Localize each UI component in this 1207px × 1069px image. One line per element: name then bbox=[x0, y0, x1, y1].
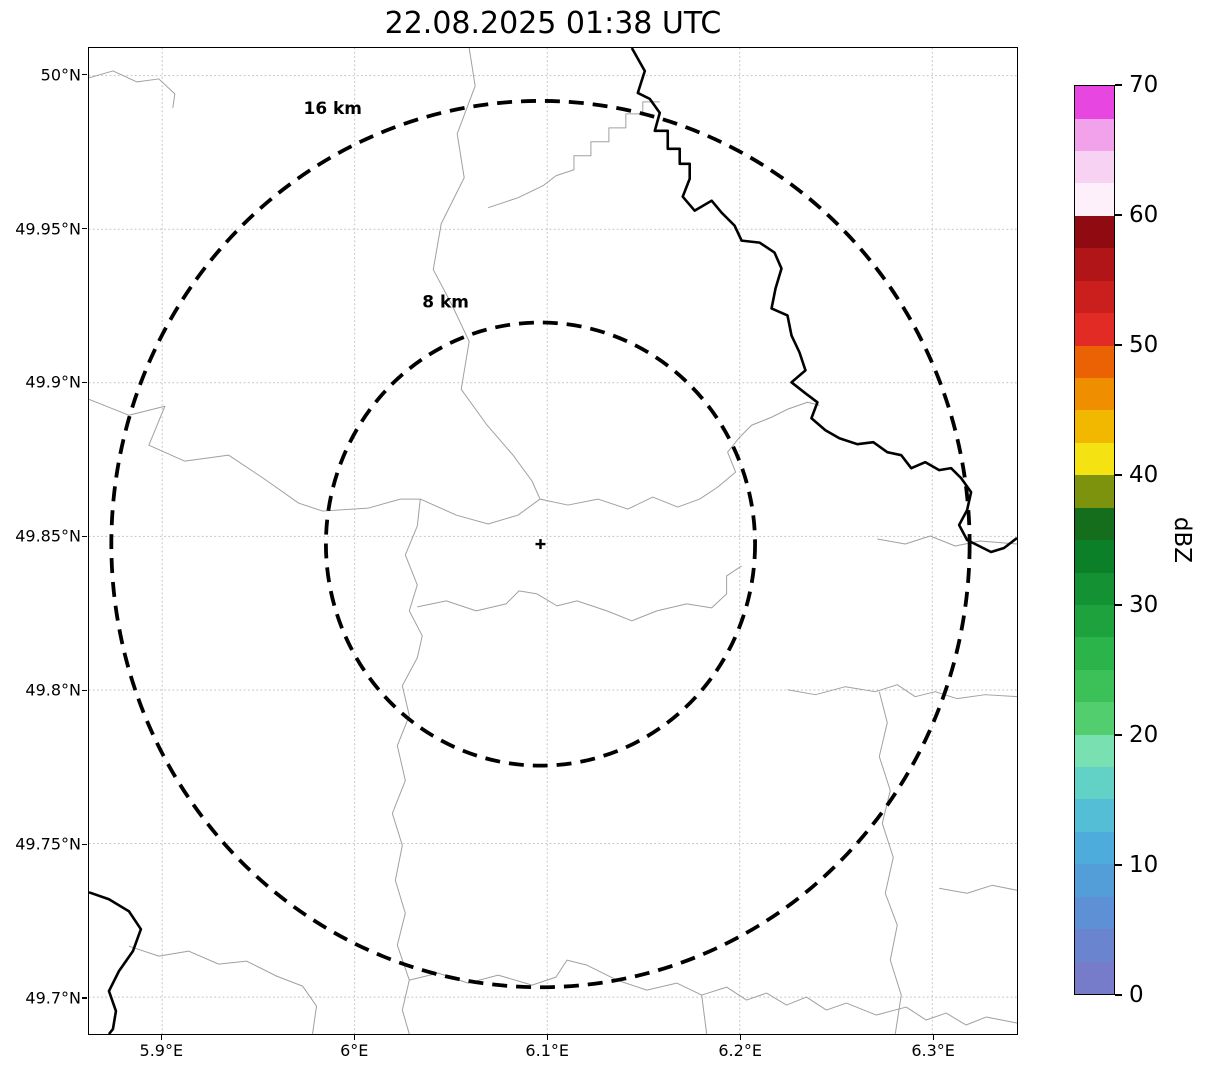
colorbar-segment bbox=[1075, 442, 1114, 476]
y-tick-label: 49.75°N bbox=[15, 834, 81, 854]
y-tick-label: 49.8°N bbox=[25, 680, 81, 700]
colorbar-tick-mark bbox=[1115, 864, 1122, 866]
y-tick-mark bbox=[82, 74, 87, 76]
admin-boundary-line bbox=[391, 499, 423, 1034]
colorbar-segment bbox=[1075, 799, 1114, 832]
map-canvas: 8 km 16 km bbox=[89, 48, 1017, 1034]
colorbar-segment bbox=[1075, 280, 1114, 314]
range-ring-16km bbox=[109, 99, 972, 990]
colorbar-segment bbox=[1075, 637, 1114, 670]
admin-boundary-line bbox=[409, 959, 1017, 1026]
colorbar-tick-mark bbox=[1115, 604, 1122, 606]
colorbar-tick-mark bbox=[1115, 344, 1122, 346]
admin-boundary-line bbox=[487, 101, 660, 209]
admin-boundary-line bbox=[432, 48, 541, 500]
colorbar-segment bbox=[1075, 507, 1114, 541]
colorbar-segment bbox=[1075, 215, 1114, 249]
admin-boundary-line bbox=[89, 398, 541, 525]
colorbar-segment bbox=[1075, 248, 1114, 281]
x-tick-mark bbox=[353, 1035, 355, 1040]
colorbar-tick-label: 70 bbox=[1129, 72, 1159, 98]
colorbar-tick-label: 40 bbox=[1129, 462, 1159, 488]
figure-title: 22.08.2025 01:38 UTC bbox=[384, 6, 722, 41]
range-ring-label: 8 km bbox=[422, 291, 469, 311]
x-tick-label: 5.9°E bbox=[139, 1041, 184, 1060]
river-line bbox=[89, 891, 143, 1034]
x-tick-mark bbox=[546, 1035, 548, 1040]
colorbar-segment bbox=[1075, 151, 1114, 184]
colorbar-segment bbox=[1075, 313, 1114, 346]
colorbar-tick-label: 60 bbox=[1129, 202, 1159, 228]
y-tick-mark bbox=[82, 227, 87, 230]
colorbar-tick-label: 50 bbox=[1129, 332, 1159, 358]
colorbar-segment bbox=[1075, 183, 1114, 216]
x-tick-mark bbox=[739, 1035, 741, 1040]
colorbar-segment bbox=[1075, 929, 1114, 962]
y-tick-mark bbox=[82, 535, 87, 537]
x-tick-label: 6.3°E bbox=[911, 1041, 955, 1060]
colorbar-segment bbox=[1075, 118, 1114, 152]
colorbar-segment bbox=[1075, 864, 1114, 897]
colorbar-segment bbox=[1075, 86, 1114, 119]
admin-boundary-line bbox=[877, 535, 1017, 547]
y-tick-mark bbox=[82, 843, 87, 845]
colorbar-segment bbox=[1075, 540, 1114, 573]
colorbar-segment bbox=[1075, 767, 1114, 800]
colorbar-segment bbox=[1075, 345, 1114, 378]
colorbar-segment bbox=[1075, 734, 1114, 768]
colorbar-segment bbox=[1075, 572, 1114, 605]
colorbar-tick-mark bbox=[1115, 474, 1122, 476]
y-tick-label: 49.9°N bbox=[25, 372, 81, 392]
x-tick-mark bbox=[932, 1035, 934, 1040]
admin-boundary-line bbox=[128, 945, 318, 1034]
colorbar-label: dBZ bbox=[1169, 516, 1195, 564]
y-tick-label: 50°N bbox=[40, 65, 81, 85]
colorbar-tick-label: 30 bbox=[1129, 592, 1159, 618]
x-tick-mark bbox=[160, 1035, 162, 1040]
colorbar bbox=[1074, 85, 1115, 995]
y-tick-mark bbox=[82, 997, 87, 999]
admin-boundary-line bbox=[417, 565, 742, 622]
x-tick-label: 6°E bbox=[340, 1041, 369, 1060]
colorbar-tick-mark bbox=[1115, 994, 1122, 996]
colorbar-tick-label: 20 bbox=[1129, 722, 1159, 748]
admin-boundary-line bbox=[878, 691, 902, 1034]
colorbar-segment bbox=[1075, 896, 1114, 930]
colorbar-tick-label: 10 bbox=[1129, 852, 1159, 878]
y-tick-label: 49.95°N bbox=[15, 219, 81, 239]
admin-boundary-line bbox=[539, 401, 820, 510]
range-ring-8km bbox=[324, 320, 757, 768]
admin-boundary-line bbox=[787, 684, 1017, 700]
admin-boundary-line bbox=[939, 884, 1017, 894]
colorbar-segment bbox=[1075, 410, 1114, 443]
colorbar-segment bbox=[1075, 669, 1114, 703]
x-tick-label: 6.2°E bbox=[718, 1041, 762, 1060]
y-tick-label: 49.85°N bbox=[15, 526, 81, 546]
colorbar-tick-mark bbox=[1115, 84, 1122, 86]
colorbar-tick-mark bbox=[1115, 734, 1122, 736]
colorbar-segment bbox=[1075, 604, 1114, 638]
colorbar-segment bbox=[1075, 377, 1114, 411]
x-tick-label: 6.1°E bbox=[525, 1041, 569, 1060]
colorbar-segment bbox=[1075, 831, 1114, 865]
river-line bbox=[630, 48, 1017, 554]
colorbar-tick-mark bbox=[1115, 214, 1122, 216]
colorbar-segment bbox=[1075, 961, 1114, 994]
colorbar-segment bbox=[1075, 702, 1114, 735]
colorbar-segment bbox=[1075, 475, 1114, 508]
colorbar-tick-label: 0 bbox=[1129, 982, 1144, 1008]
admin-boundary-line bbox=[701, 995, 708, 1034]
y-tick-label: 49.7°N bbox=[25, 988, 81, 1008]
range-ring-label: 16 km bbox=[304, 98, 362, 118]
admin-boundary-line bbox=[89, 70, 176, 108]
y-tick-mark bbox=[82, 689, 87, 691]
map-plot-area: 8 km 16 km bbox=[88, 47, 1018, 1035]
y-tick-mark bbox=[82, 381, 87, 384]
